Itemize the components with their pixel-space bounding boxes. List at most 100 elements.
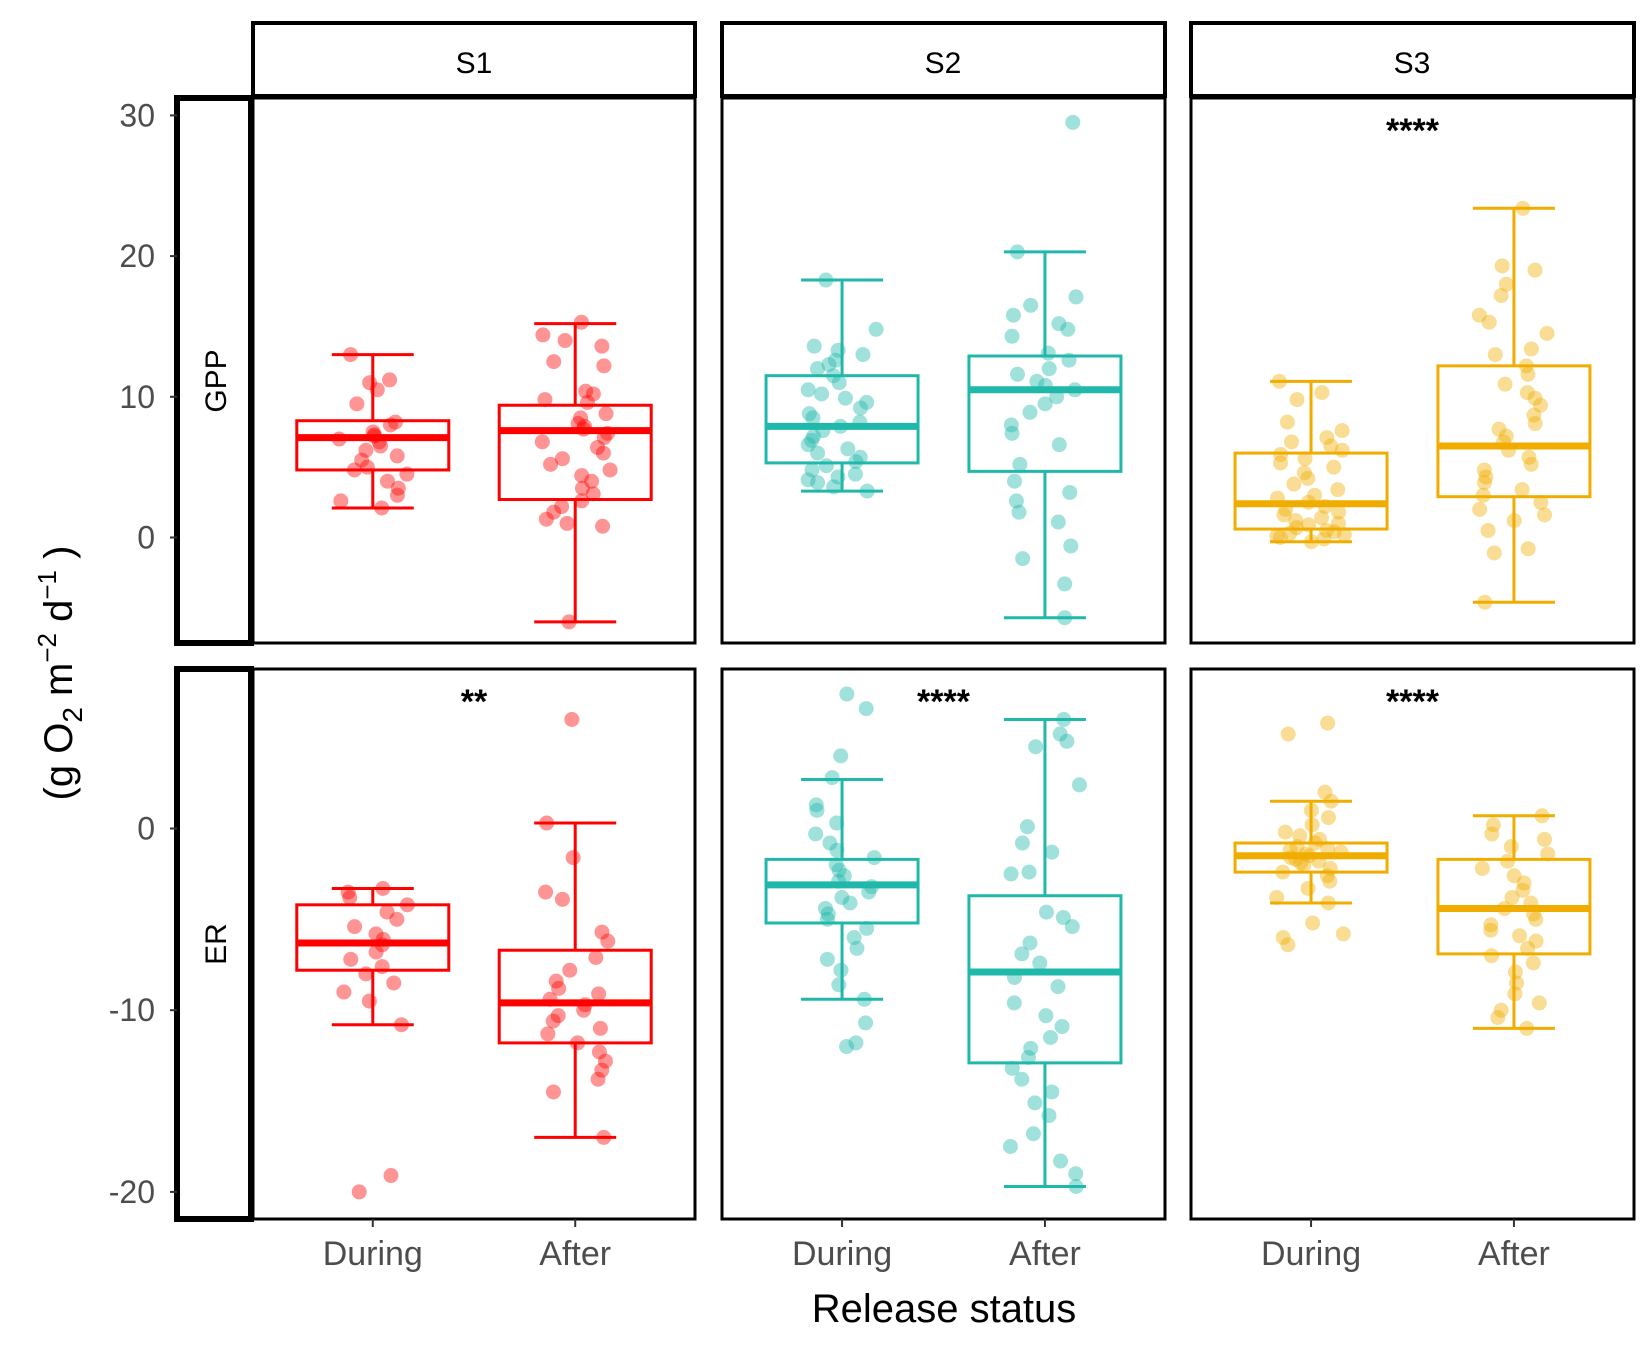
panel-frame (251, 96, 697, 645)
data-point (1014, 946, 1030, 962)
data-point (1027, 1095, 1043, 1111)
strip-label-s2: S2 (925, 47, 962, 80)
data-point (1528, 911, 1544, 927)
data-point (1002, 1138, 1018, 1154)
data-point (534, 434, 550, 450)
data-point (389, 911, 405, 927)
data-point (368, 926, 384, 942)
data-point (1020, 1049, 1036, 1065)
y-tick-label-er: 0 (137, 811, 155, 847)
strip-s1: S1 (251, 21, 697, 98)
data-point (564, 711, 580, 727)
data-point (1273, 446, 1289, 462)
data-point (1494, 258, 1510, 274)
data-point (1009, 366, 1025, 382)
data-point (386, 975, 402, 991)
data-point (1476, 475, 1492, 491)
data-point (538, 884, 554, 900)
data-point (590, 1071, 606, 1087)
data-point (1314, 385, 1330, 401)
data-point (840, 441, 856, 457)
data-point (342, 890, 358, 906)
data-point (343, 951, 359, 967)
data-point (1049, 389, 1065, 405)
data-point (1537, 831, 1553, 847)
data-point (1330, 482, 1346, 498)
data-point (826, 479, 842, 495)
data-point (1003, 866, 1019, 882)
data-point (579, 394, 595, 410)
data-point (1052, 726, 1068, 742)
data-point (550, 1008, 566, 1024)
data-point (346, 462, 362, 478)
data-point (390, 480, 406, 496)
panel-s1-er: ** During After (251, 667, 697, 1273)
data-point (1335, 926, 1351, 942)
data-point (570, 1035, 586, 1051)
data-point (1485, 817, 1501, 833)
panel-s2-er: **** During After (720, 667, 1167, 1273)
data-point (1278, 501, 1294, 517)
significance-label: **** (1386, 683, 1440, 721)
y-tick-label-gpp: 0 (137, 520, 155, 556)
box-after (967, 711, 1123, 1194)
data-point (369, 382, 385, 398)
data-point (387, 414, 403, 430)
data-point (1507, 964, 1523, 980)
data-point (1068, 289, 1084, 305)
data-point (577, 997, 593, 1013)
data-point (1322, 860, 1338, 876)
data-point (594, 924, 610, 940)
data-point (848, 1035, 864, 1051)
data-point (1276, 507, 1292, 523)
data-point (1021, 864, 1037, 880)
data-point (853, 400, 869, 416)
data-point (1319, 430, 1335, 446)
iqr-box (764, 374, 920, 465)
data-point (1014, 835, 1030, 851)
data-point (543, 456, 559, 472)
data-point (578, 383, 594, 399)
data-point (1007, 473, 1023, 489)
data-point (375, 880, 391, 896)
data-point (573, 410, 589, 426)
data-point (1269, 490, 1285, 506)
data-point (595, 518, 611, 534)
data-point (1004, 328, 1020, 344)
data-point (1041, 361, 1057, 377)
panel-frame (1189, 667, 1636, 1221)
data-point (1059, 733, 1075, 749)
data-point (594, 338, 610, 354)
data-point (358, 442, 374, 458)
strip-label-s1: S1 (456, 47, 493, 80)
data-point (371, 434, 387, 450)
data-point (1032, 955, 1048, 971)
data-point (1474, 860, 1490, 876)
data-point (562, 962, 578, 978)
data-point (349, 396, 365, 412)
data-point (1288, 851, 1304, 867)
data-point (831, 977, 847, 993)
x-tick-label-after: After (1009, 1235, 1081, 1273)
data-point (1323, 793, 1339, 809)
box-during (1233, 715, 1389, 953)
data-point (1501, 442, 1517, 458)
data-point (1277, 824, 1293, 840)
data-point (361, 993, 377, 1009)
data-point (584, 473, 600, 489)
data-point (548, 973, 564, 989)
data-point (561, 614, 577, 630)
data-point (1283, 434, 1299, 450)
data-point (1037, 396, 1053, 412)
data-point (1506, 868, 1522, 884)
data-point (806, 338, 822, 354)
data-point (1476, 462, 1492, 478)
data-point (545, 1084, 561, 1100)
data-point (1326, 459, 1342, 475)
data-point (810, 475, 826, 491)
data-point (1005, 307, 1021, 323)
data-point (1307, 487, 1323, 503)
data-point (1521, 449, 1537, 465)
data-point (373, 438, 389, 454)
y-axis-title: (g O2 m−2 d−1 ) (32, 546, 88, 801)
